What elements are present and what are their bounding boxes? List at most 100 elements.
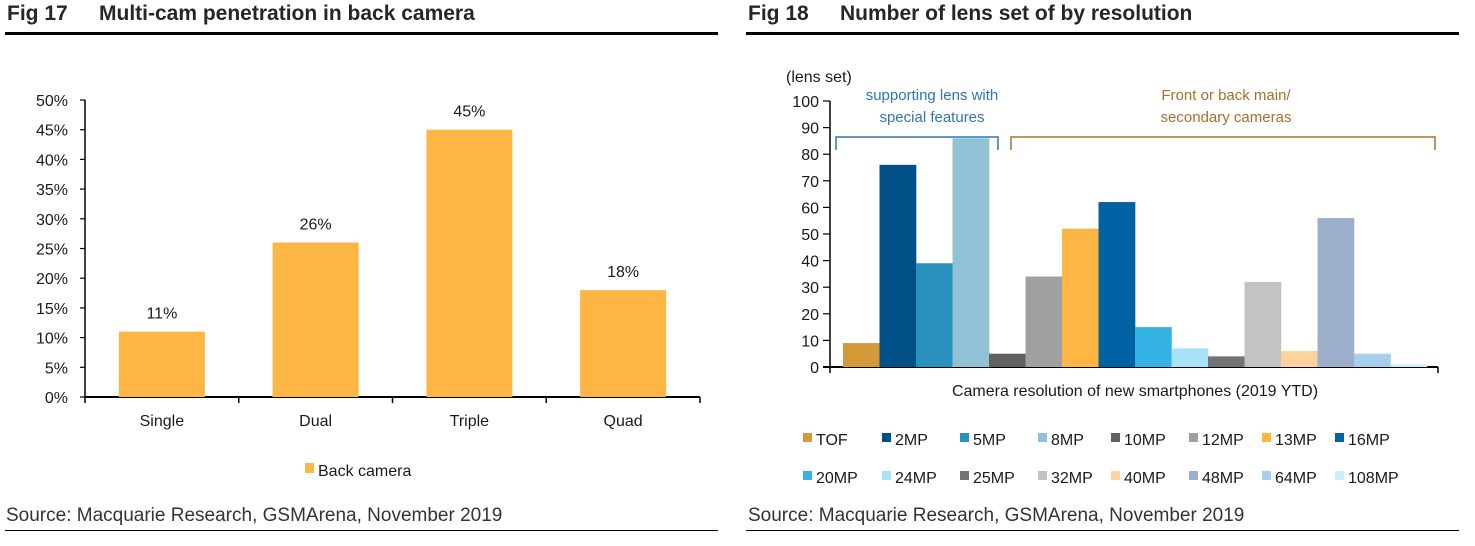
y-tick-label: 50%	[36, 93, 68, 110]
bar-20mp	[1135, 327, 1172, 367]
fig17-source: Source: Macquarie Research, GSMArena, No…	[6, 505, 503, 526]
y-tick-label: 10%	[36, 331, 68, 348]
legend-label-2mp: 2MP	[895, 432, 928, 449]
bar-5mp	[916, 263, 953, 367]
y-tick-label: 40	[801, 254, 819, 271]
x-tick-label: Quad	[604, 413, 643, 430]
fig18-source-rule	[746, 530, 1459, 531]
y-tick-label: 0%	[45, 390, 68, 407]
legend-label-8mp: 8MP	[1051, 432, 1084, 449]
y-tick-label: 35%	[36, 182, 68, 199]
bar-40mp	[1281, 351, 1318, 367]
fig17-title: Fig 17 Multi-cam penetration in back came…	[7, 2, 475, 26]
legend-label-24mp: 24MP	[895, 470, 937, 487]
y-tick-label: 70	[801, 174, 819, 191]
bar-12mp	[1025, 276, 1063, 367]
y-tick-label: 80	[801, 147, 819, 164]
y-tick-label: 45%	[36, 123, 68, 140]
legend-swatch-40mp	[1111, 471, 1120, 480]
fig18-number: Fig 18	[748, 2, 809, 25]
y-tick-label: 10	[801, 333, 819, 350]
y-tick-label: 30%	[36, 212, 68, 229]
legend-swatch-48mp	[1189, 471, 1198, 480]
legend-label-back-camera: Back camera	[318, 463, 411, 480]
y-tick-label: 40%	[36, 152, 68, 169]
bar-quad	[580, 290, 667, 397]
legend-swatch-12mp	[1189, 433, 1198, 442]
bar-8mp	[952, 138, 990, 367]
y-tick-label: 25%	[36, 242, 68, 259]
x-tick-label: Single	[140, 413, 185, 430]
data-label: 11%	[146, 306, 177, 323]
x-axis-label: Camera resolution of new smartphones (20…	[952, 383, 1318, 400]
legend-swatch-32mp	[1038, 471, 1047, 480]
legend-swatch-25mp	[960, 471, 969, 480]
y-tick-label: 60	[801, 200, 819, 217]
data-label: 45%	[453, 104, 485, 121]
legend-swatch-tof	[803, 433, 812, 442]
bar-108mp	[1390, 364, 1428, 367]
annotation-supporting-line1: supporting lens with	[866, 87, 999, 104]
legend-swatch-2mp	[882, 433, 891, 442]
legend-label-20mp: 20MP	[816, 470, 858, 487]
legend-label-10mp: 10MP	[1124, 432, 1166, 449]
legend-label-16mp: 16MP	[1348, 432, 1390, 449]
y-tick-label: 0	[810, 360, 819, 377]
y-tick-label: 5%	[45, 360, 68, 377]
legend-label-64mp: 64MP	[1275, 470, 1317, 487]
legend-swatch-13mp	[1262, 433, 1271, 442]
legend-swatch-5mp	[960, 433, 969, 442]
y-axis-label: (lens set)	[786, 69, 852, 86]
legend-label-13mp: 13MP	[1275, 432, 1317, 449]
fig17-source-rule	[5, 530, 718, 531]
legend-swatch-8mp	[1038, 433, 1047, 442]
bar-dual	[272, 242, 359, 397]
bar-48mp	[1317, 218, 1355, 367]
annotation-supporting-line2: special features	[879, 109, 984, 126]
data-label: 26%	[300, 217, 332, 234]
bar-triple	[426, 129, 513, 397]
bar-24mp	[1171, 348, 1209, 367]
bar-13mp	[1062, 228, 1099, 367]
bar-16mp	[1098, 202, 1136, 367]
y-tick-label: 15%	[36, 301, 68, 318]
legend-label-40mp: 40MP	[1124, 470, 1166, 487]
bar-64mp	[1354, 353, 1391, 367]
legend-label-48mp: 48MP	[1202, 470, 1244, 487]
fig18-title-rule	[746, 32, 1459, 35]
legend-label-108mp: 108MP	[1348, 470, 1399, 487]
data-label: 18%	[607, 264, 639, 281]
legend-swatch-20mp	[803, 471, 812, 480]
fig18-title: Fig 18 Number of lens set of by resolutio…	[748, 2, 1192, 26]
fig17-title-text: Multi-cam penetration in back camera	[99, 2, 475, 25]
bar-single	[118, 331, 205, 397]
bar-25mp	[1208, 356, 1245, 367]
fig18-title-text: Number of lens set of by resolution	[840, 2, 1193, 25]
fig18-chart: (lens set) 0 10 20 30 40 50 60 70 80 90 100 Camera r…	[786, 69, 1439, 487]
fig17-number: Fig 17	[7, 2, 68, 25]
legend-swatch-16mp	[1335, 433, 1344, 442]
legend-swatch-24mp	[882, 471, 891, 480]
fig17-chart: 0% 5% 10% 15% 20% 25% 30% 35% 40% 45% 50% 11% Single…	[36, 93, 701, 480]
annotation-main-line1: Front or back main/	[1161, 87, 1291, 104]
bar-2mp	[879, 164, 917, 367]
bar-10mp	[989, 353, 1026, 367]
legend-swatch-108mp	[1335, 471, 1344, 480]
bar-32mp	[1244, 281, 1282, 367]
y-tick-label: 20%	[36, 271, 68, 288]
fig17-title-rule	[5, 32, 718, 35]
legend-label-tof: TOF	[816, 432, 848, 449]
y-tick-label: 50	[801, 227, 819, 244]
y-tick-label: 100	[792, 94, 819, 111]
y-tick-label: 30	[801, 280, 819, 297]
legend-swatch-64mp	[1262, 471, 1271, 480]
y-tick-label: 90	[801, 121, 819, 138]
bracket-supporting-lens	[835, 136, 999, 150]
y-tick-label: 20	[801, 307, 819, 324]
x-tick-label: Triple	[450, 413, 490, 430]
fig18-source: Source: Macquarie Research, GSMArena, No…	[748, 505, 1245, 526]
legend-swatch-back-camera	[305, 463, 314, 473]
x-tick-label: Dual	[299, 413, 332, 430]
bracket-main-cameras	[1010, 136, 1436, 150]
legend-swatch-10mp	[1111, 433, 1120, 442]
